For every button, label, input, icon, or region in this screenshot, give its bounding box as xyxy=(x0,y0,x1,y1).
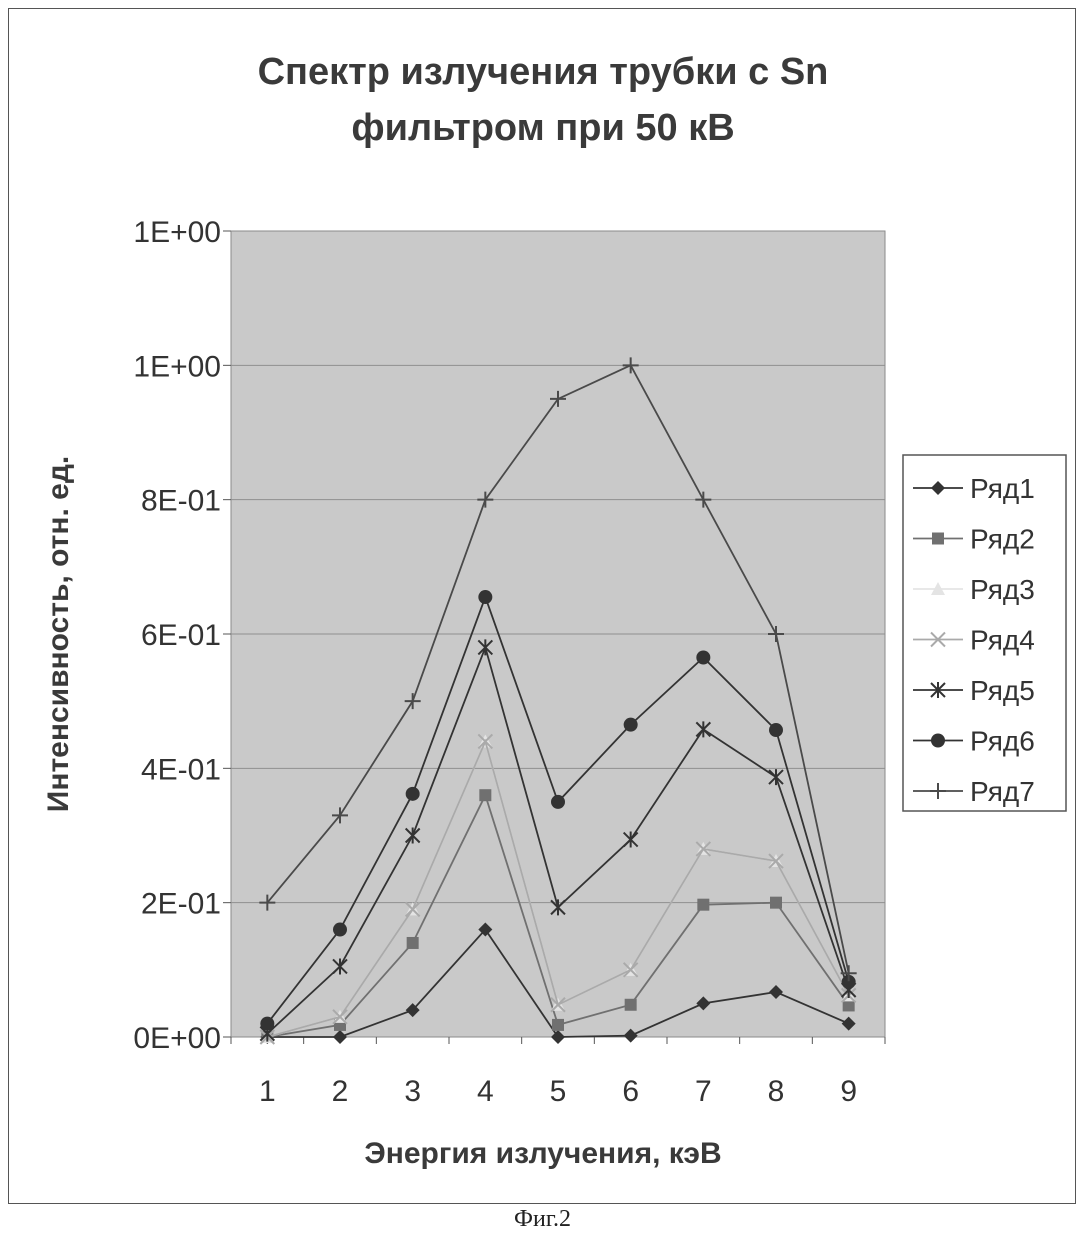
x-tick-label: 4 xyxy=(477,1075,494,1108)
y-tick-label: 1E+00 xyxy=(133,350,221,383)
data-point xyxy=(406,787,420,801)
data-point xyxy=(696,651,710,665)
legend-label: Ряд6 xyxy=(970,726,1035,757)
legend-label: Ряд1 xyxy=(970,473,1035,504)
legend: Ряд1 Ряд2 Ряд3 Ряд4 Ряд5 Ряд6 Ряд7 xyxy=(903,455,1066,811)
x-tick-label: 3 xyxy=(404,1075,421,1108)
data-point xyxy=(932,533,944,545)
legend-label: Ряд4 xyxy=(970,625,1035,656)
data-point xyxy=(697,899,709,911)
data-point xyxy=(551,795,565,809)
y-axis-label: Интенсивность, отн. ед. xyxy=(42,456,75,812)
x-axis-ticks: 1 2 3 4 5 6 7 8 9 xyxy=(231,1037,885,1108)
chart-title-line-1: Спектр излучения трубки с Sn xyxy=(258,51,829,93)
y-tick-label: 2E-01 xyxy=(141,888,221,921)
data-point xyxy=(625,999,637,1011)
x-axis-label: Энергия излучения, кэВ xyxy=(364,1137,721,1170)
chart-title-line-2: фильтром при 50 кВ xyxy=(351,107,734,149)
x-tick-label: 2 xyxy=(332,1075,349,1108)
x-tick-label: 6 xyxy=(622,1075,639,1108)
y-axis-ticks: 0E+00 2E-01 4E-01 6E-01 8E-01 1E+00 1E+00 xyxy=(133,216,231,1055)
y-tick-label: 1E+00 xyxy=(133,216,221,249)
x-tick-label: 5 xyxy=(550,1075,567,1108)
legend-label: Ряд7 xyxy=(970,776,1035,807)
y-tick-label: 8E-01 xyxy=(141,485,221,518)
y-tick-label: 6E-01 xyxy=(141,619,221,652)
data-point xyxy=(552,1019,564,1031)
data-point xyxy=(260,1017,274,1031)
figure-caption: Фиг.2 xyxy=(0,1206,1085,1233)
x-tick-label: 7 xyxy=(695,1075,712,1108)
data-point xyxy=(769,723,783,737)
data-point xyxy=(931,734,945,748)
y-tick-label: 4E-01 xyxy=(141,753,221,786)
legend-label: Ряд5 xyxy=(970,675,1035,706)
x-tick-label: 8 xyxy=(768,1075,785,1108)
x-tick-label: 1 xyxy=(259,1075,276,1108)
data-point xyxy=(624,718,638,732)
data-point xyxy=(479,789,491,801)
line-chart: Спектр излучения трубки с Sn фильтром пр… xyxy=(0,0,1085,1237)
y-tick-label: 0E+00 xyxy=(133,1022,221,1055)
data-point xyxy=(333,923,347,937)
legend-label: Ряд3 xyxy=(970,574,1035,605)
data-point xyxy=(407,937,419,949)
legend-label: Ряд2 xyxy=(970,524,1035,555)
x-tick-label: 9 xyxy=(840,1075,857,1108)
data-point xyxy=(478,590,492,604)
data-point xyxy=(770,897,782,909)
